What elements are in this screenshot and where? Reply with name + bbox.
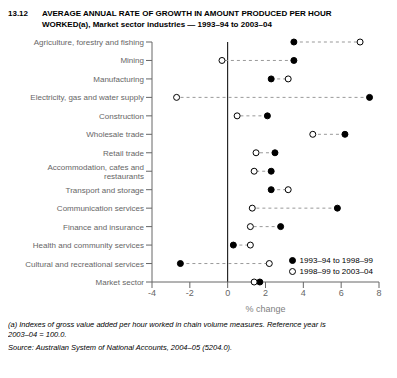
svg-text:6: 6 (339, 288, 344, 298)
svg-text:Electricity, gas and water sup: Electricity, gas and water supply (30, 93, 144, 102)
svg-text:Manufacturing: Manufacturing (93, 75, 144, 84)
svg-text:0: 0 (225, 288, 230, 298)
svg-text:Construction: Construction (99, 112, 144, 121)
svg-text:Mining: Mining (120, 56, 144, 65)
svg-text:Accommodation, cafes andrestau: Accommodation, cafes andrestaurants (48, 163, 145, 181)
html-text:1993–94 to 1998–99: 1993–94 to 1998–99 (299, 256, 373, 265)
svg-text:Agriculture, forestry and fish: Agriculture, forestry and fishing (34, 38, 144, 47)
svg-text:Communication services: Communication services (57, 204, 144, 213)
svg-text:Wholesale trade: Wholesale trade (86, 130, 144, 139)
svg-text:8: 8 (376, 288, 381, 298)
svg-text:Cultural and recreational serv: Cultural and recreational services (25, 260, 144, 269)
html-text:1998–99 to 2003–04: 1998–99 to 2003–04 (299, 267, 373, 276)
svg-text:Transport and storage: Transport and storage (66, 186, 145, 195)
svg-text:Retail trade: Retail trade (103, 149, 144, 158)
html-text:Source: Australian System of N: Source: Australian System of National Ac… (8, 343, 233, 352)
svg-text:-2: -2 (186, 288, 194, 298)
html-text:(a) Indexes of gross value add: (a) Indexes of gross value added per hou… (8, 320, 326, 339)
svg-text:2: 2 (263, 288, 268, 298)
svg-text:4: 4 (301, 288, 306, 298)
svg-text:-4: -4 (148, 288, 156, 298)
svg-text:% change: % change (245, 304, 285, 314)
html-text:AVERAGE ANNUAL RATE OF GROWTH: AVERAGE ANNUAL RATE OF GROWTH IN AMOUNT … (42, 9, 332, 29)
svg-text:Market sector: Market sector (96, 278, 145, 287)
svg-text:Finance and insurance: Finance and insurance (63, 223, 144, 232)
html-text:13.12: 13.12 (8, 9, 28, 18)
svg-text:Health and community services: Health and community services (33, 241, 144, 250)
